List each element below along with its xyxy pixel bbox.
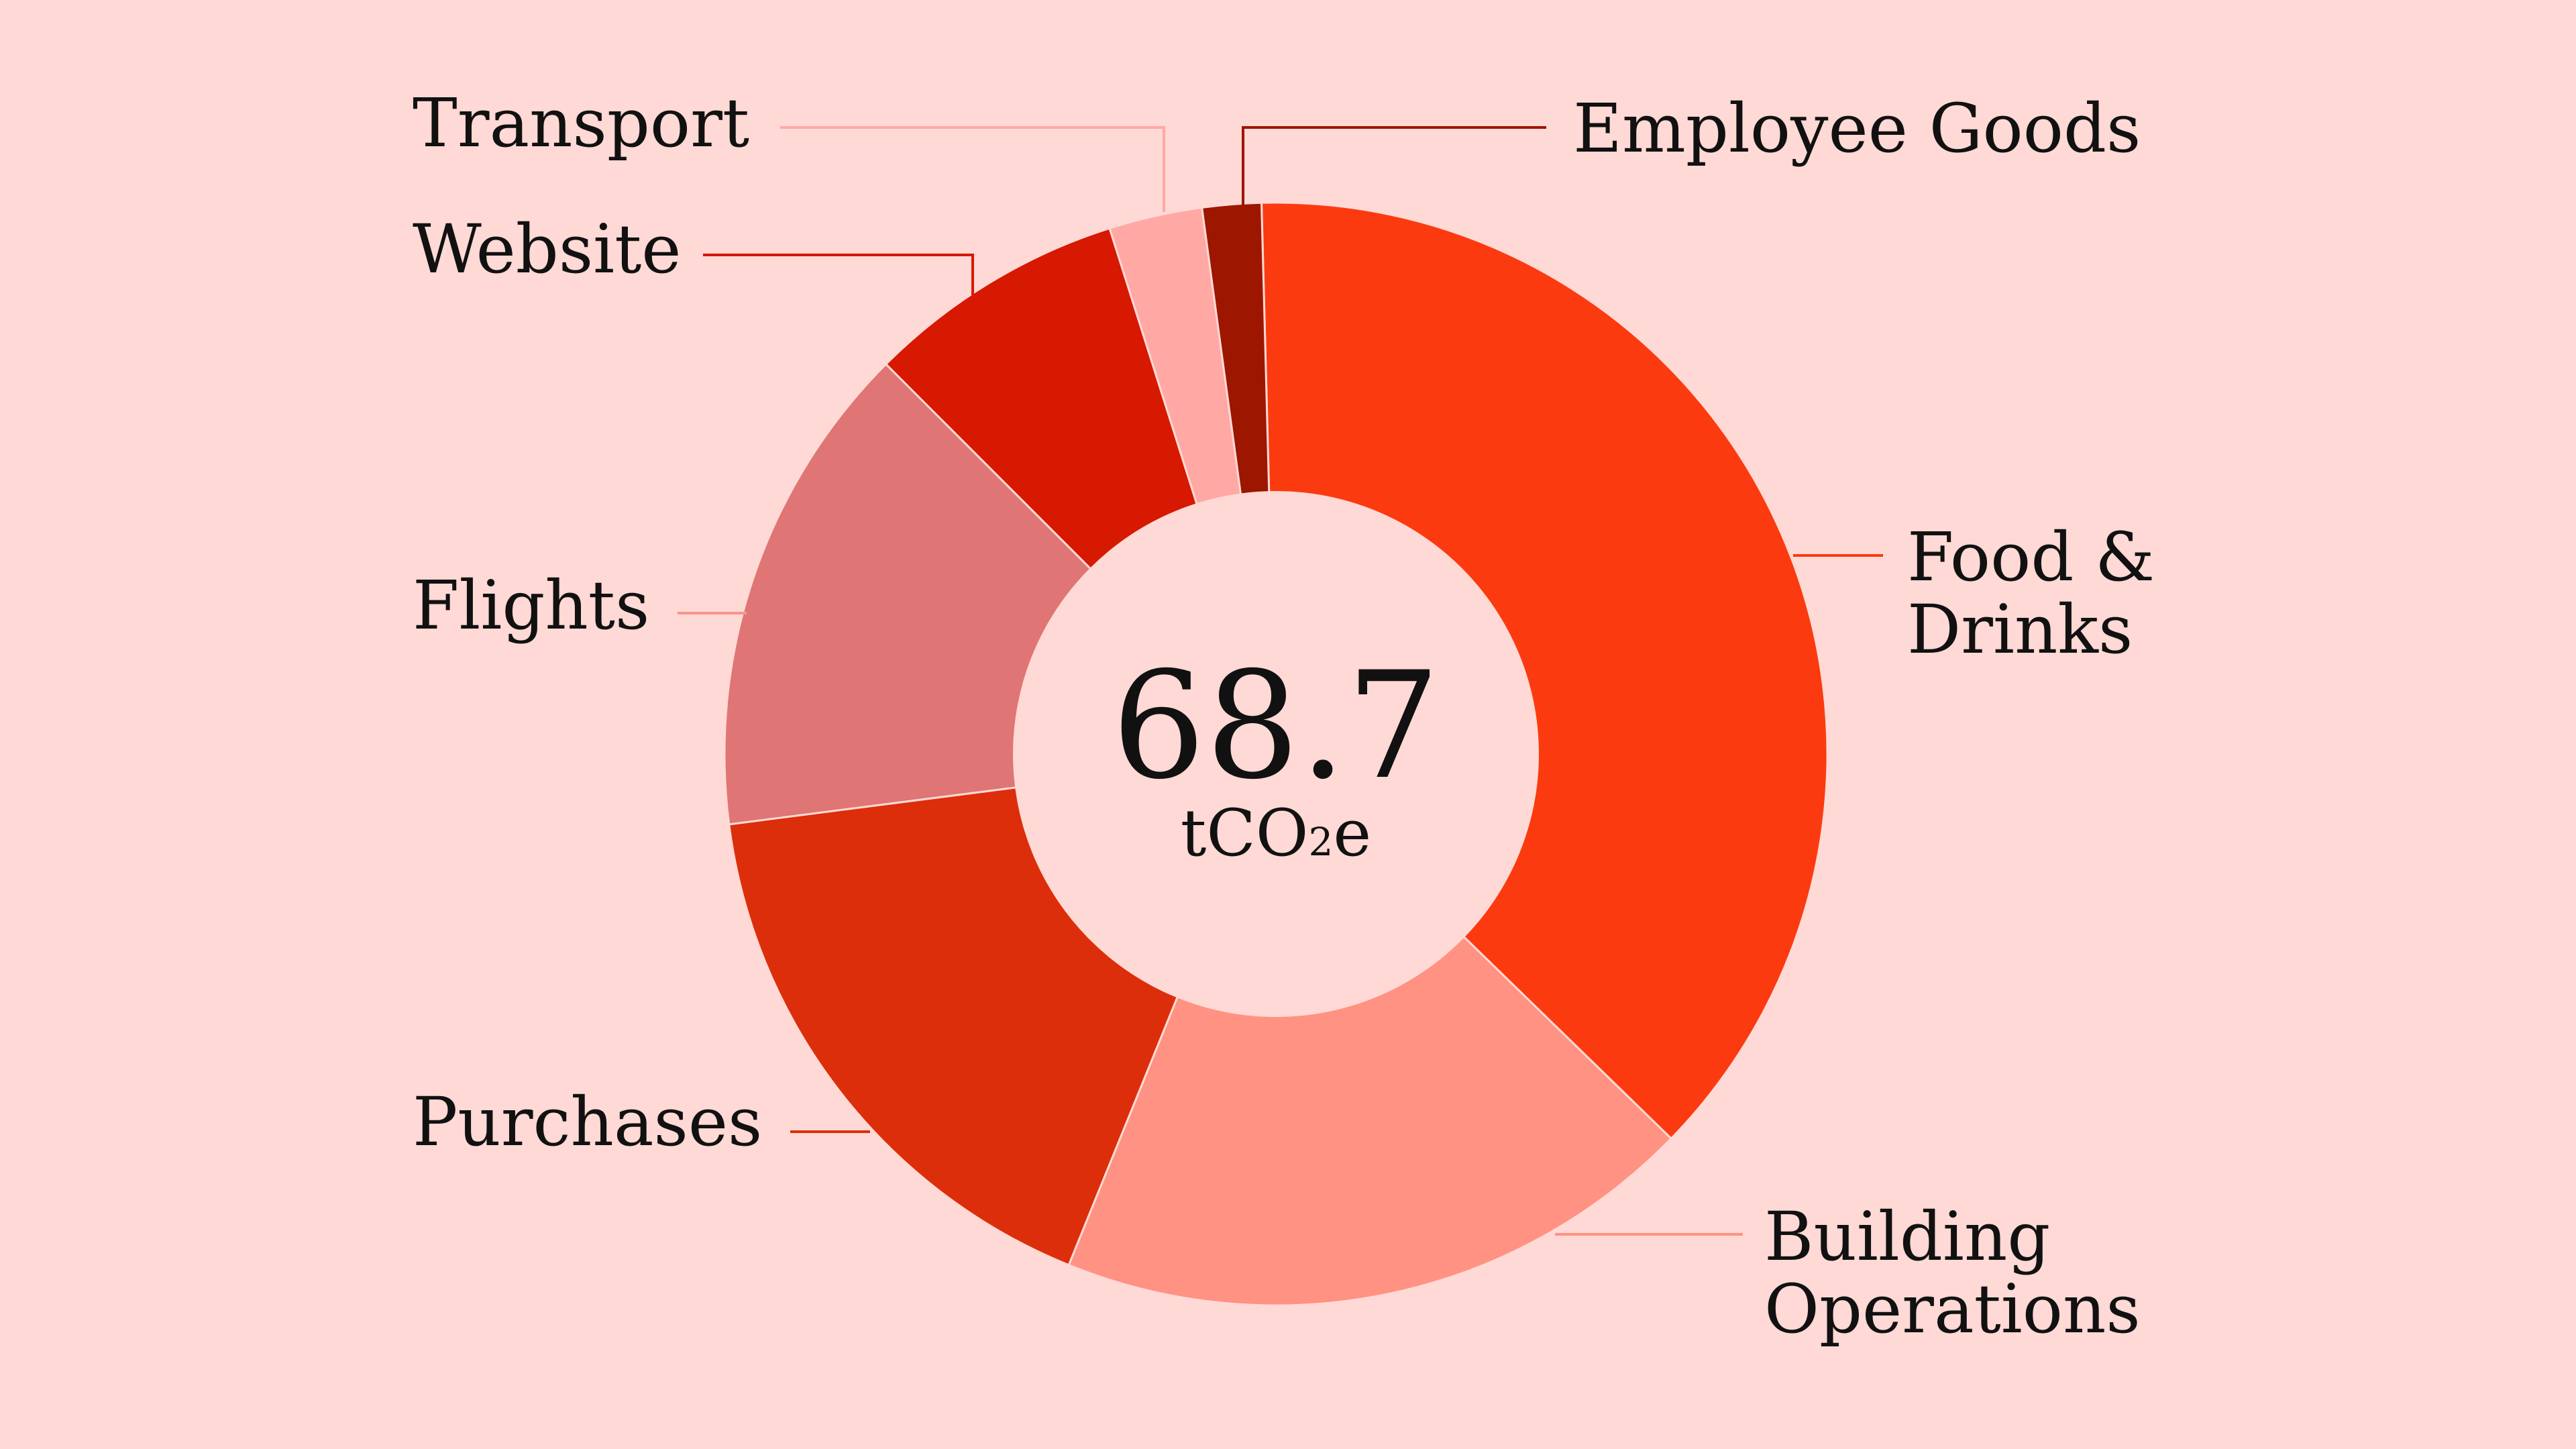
slice-label-food: Food & Drinks (1907, 518, 2155, 669)
slice-label-line: Employee Goods (1573, 89, 2141, 168)
total-unit-suffix: e (1333, 796, 1371, 871)
slice-label-line: Operations (1764, 1270, 2141, 1348)
slice-label-employee: Employee Goods (1573, 89, 2141, 168)
slice-label-transport: Transport (413, 84, 749, 162)
slice-label-line: Building (1764, 1197, 2050, 1276)
total-unit: tCO2e (1181, 796, 1371, 871)
slice-label-line: Flights (413, 566, 649, 645)
total-unit-prefix: tCO (1181, 796, 1309, 871)
donut-hole (1013, 491, 1539, 1017)
slice-labels-layer: Food & Drinks Building Operations Purchases F… (413, 84, 2155, 1348)
slice-label-line: Food & (1907, 518, 2155, 596)
slice-label-flights: Flights (413, 566, 649, 645)
slice-label-line: Drinks (1907, 590, 2133, 669)
slice-label-building: Building Operations (1764, 1197, 2141, 1348)
total-value: 68.7 (1112, 640, 1440, 812)
slice-building (1067, 753, 1672, 1307)
slice-label-line: Website (413, 210, 682, 288)
slice-label-purchases: Purchases (413, 1083, 762, 1161)
slice-label-website: Website (413, 210, 682, 288)
slice-label-line: Purchases (413, 1083, 762, 1161)
slice-food (1260, 201, 1829, 1140)
leader-line-transport (780, 126, 1165, 212)
total-unit-subscript: 2 (1309, 819, 1334, 865)
leader-lines-layer (678, 126, 1883, 1236)
slice-label-line: Transport (413, 84, 749, 162)
leader-line-employee (1242, 126, 1546, 205)
leader-line-website (703, 254, 974, 295)
